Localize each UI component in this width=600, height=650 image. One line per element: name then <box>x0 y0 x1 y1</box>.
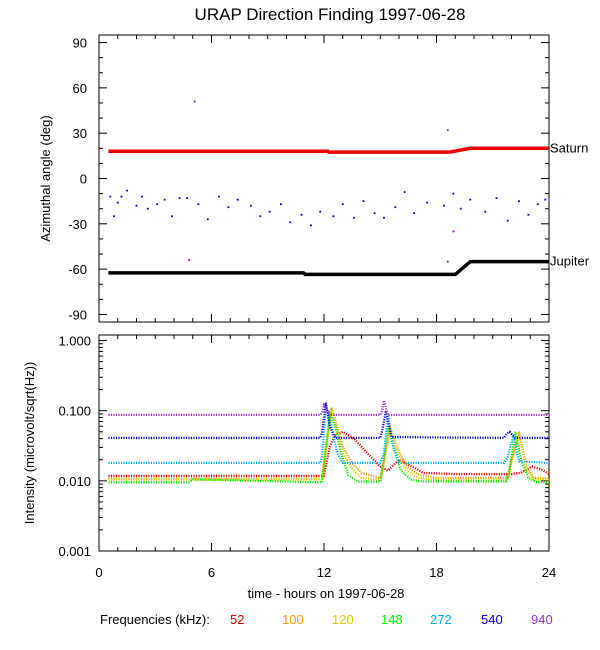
azimuth-point <box>197 203 200 206</box>
azimuth-point <box>459 207 462 210</box>
azimuth-point <box>186 197 189 200</box>
saturn-label: Saturn <box>550 140 588 155</box>
azimuth-y-tick-label: 0 <box>80 172 87 187</box>
urap-chart: URAP Direction Finding 1997-06-28 906030… <box>22 5 590 601</box>
azimuth-point <box>394 206 397 209</box>
azimuth-point <box>120 195 123 198</box>
azimuth-marks: Saturn Jupiter <box>108 100 590 277</box>
jupiter-direction-line <box>108 259 549 277</box>
intensity-y-tick-label: 0.001 <box>58 544 91 559</box>
azimuth-point <box>141 195 144 198</box>
azimuth-panel: 90 60 30 0 -30 -60 -90 Saturn Jupiter Azimuthal… <box>38 34 590 323</box>
intensity-axes: 1.000 0.100 0.010 0.001 0 6 12 18 24 <box>58 334 556 580</box>
azimuth-point <box>163 198 166 201</box>
time-tick-label: 24 <box>542 565 556 580</box>
azimuth-point <box>536 203 539 206</box>
legend-entry-540: 540 <box>481 612 503 627</box>
azimuth-point <box>426 201 429 204</box>
azimuth-plot-frame <box>98 34 550 323</box>
azimuth-point <box>279 203 282 206</box>
azimuth-point <box>178 197 181 200</box>
intensity-plot-frame <box>98 334 550 552</box>
azimuth-point <box>469 198 472 201</box>
azimuth-point <box>188 259 190 261</box>
azimuth-point <box>218 195 220 198</box>
time-tick-label: 12 <box>317 565 331 580</box>
azimuth-point <box>193 100 196 103</box>
legend-entry-148: 148 <box>381 612 403 627</box>
azimuth-point <box>373 212 376 215</box>
azimuth-y-tick-label: 30 <box>73 126 87 141</box>
azimuth-point <box>309 224 312 227</box>
legend-entry-52: 52 <box>230 612 245 627</box>
azimuth-point <box>171 215 174 218</box>
intensity-marks <box>108 400 550 484</box>
intensity-y-tick-label: 0.100 <box>58 404 91 419</box>
jupiter-label: Jupiter <box>550 254 590 269</box>
legend-entry-272: 272 <box>430 612 452 627</box>
intensity-panel: 1.000 0.100 0.010 0.001 0 6 12 18 24 Intensity (… <box>22 334 556 601</box>
azimuth-point <box>300 213 303 216</box>
intensity-series-52-khz <box>108 430 550 477</box>
frequency-legend: Frequencies (kHz): 52 100 120 148 272 54… <box>0 608 600 634</box>
intensity-axis-label: Intensity (microvolt/sqrt(Hz)) <box>22 362 37 525</box>
azimuth-point <box>227 206 230 209</box>
saturn-direction-line <box>108 146 549 154</box>
azimuth-y-tick-label: -90 <box>68 307 87 322</box>
time-tick-label: 18 <box>429 565 443 580</box>
azimuth-y-tick-label: 90 <box>73 36 87 51</box>
time-tick-label: 6 <box>208 565 215 580</box>
azimuth-point <box>268 210 271 213</box>
azimuth-point <box>446 260 449 263</box>
azimuth-point <box>206 218 209 221</box>
legend-entry-940: 940 <box>531 612 553 627</box>
azimuth-point <box>319 210 322 213</box>
azimuth-point <box>249 204 252 207</box>
azimuth-y-tick-label: 60 <box>73 81 87 96</box>
azimuth-axis-label: Azimuthal angle (deg) <box>38 115 53 241</box>
azimuth-point <box>518 200 520 203</box>
azimuth-point <box>146 207 149 210</box>
azimuth-point <box>332 215 335 218</box>
intensity-series-540-khz <box>108 402 549 440</box>
azimuth-y-tick-label: -60 <box>68 262 87 277</box>
azimuth-point <box>443 204 445 207</box>
azimuth-point <box>109 195 112 198</box>
azimuth-point <box>126 189 129 192</box>
intensity-series-272-khz <box>108 404 550 464</box>
azimuth-point <box>156 203 159 206</box>
azimuth-point <box>403 191 406 193</box>
chart-title: URAP Direction Finding 1997-06-28 <box>195 5 466 24</box>
legend-title: Frequencies (kHz): <box>100 612 210 627</box>
time-axis-label: time - hours on 1997-06-28 <box>248 586 405 601</box>
legend-entry-120: 120 <box>332 612 354 627</box>
azimuth-point <box>527 213 530 216</box>
intensity-y-tick-label: 0.010 <box>58 474 91 489</box>
azimuth-point <box>544 198 547 201</box>
azimuth-point <box>452 192 455 195</box>
azimuth-point <box>353 216 355 219</box>
azimuth-point <box>113 215 115 218</box>
azimuth-point <box>383 216 385 219</box>
azimuth-point <box>236 198 239 201</box>
intensity-series-940-khz <box>108 400 549 416</box>
intensity-y-tick-label: 1.000 <box>58 334 91 349</box>
azimuth-point <box>135 204 138 207</box>
azimuth-point <box>413 212 415 215</box>
azimuth-point <box>506 219 509 222</box>
intensity-series-148-khz <box>108 409 550 484</box>
azimuth-point <box>452 230 455 233</box>
azimuth-point <box>289 221 292 224</box>
azimuth-axes: 90 60 30 0 -30 -60 -90 <box>68 35 550 322</box>
azimuth-point <box>362 200 365 203</box>
legend-entry-100: 100 <box>282 612 304 627</box>
azimuth-point <box>341 203 344 206</box>
azimuth-point <box>495 197 498 200</box>
azimuth-point <box>484 210 487 213</box>
azimuth-y-tick-label: -30 <box>68 217 87 232</box>
time-tick-label: 0 <box>95 565 102 580</box>
azimuth-point <box>446 129 449 132</box>
azimuth-point <box>259 215 262 218</box>
azimuth-point <box>116 201 119 204</box>
